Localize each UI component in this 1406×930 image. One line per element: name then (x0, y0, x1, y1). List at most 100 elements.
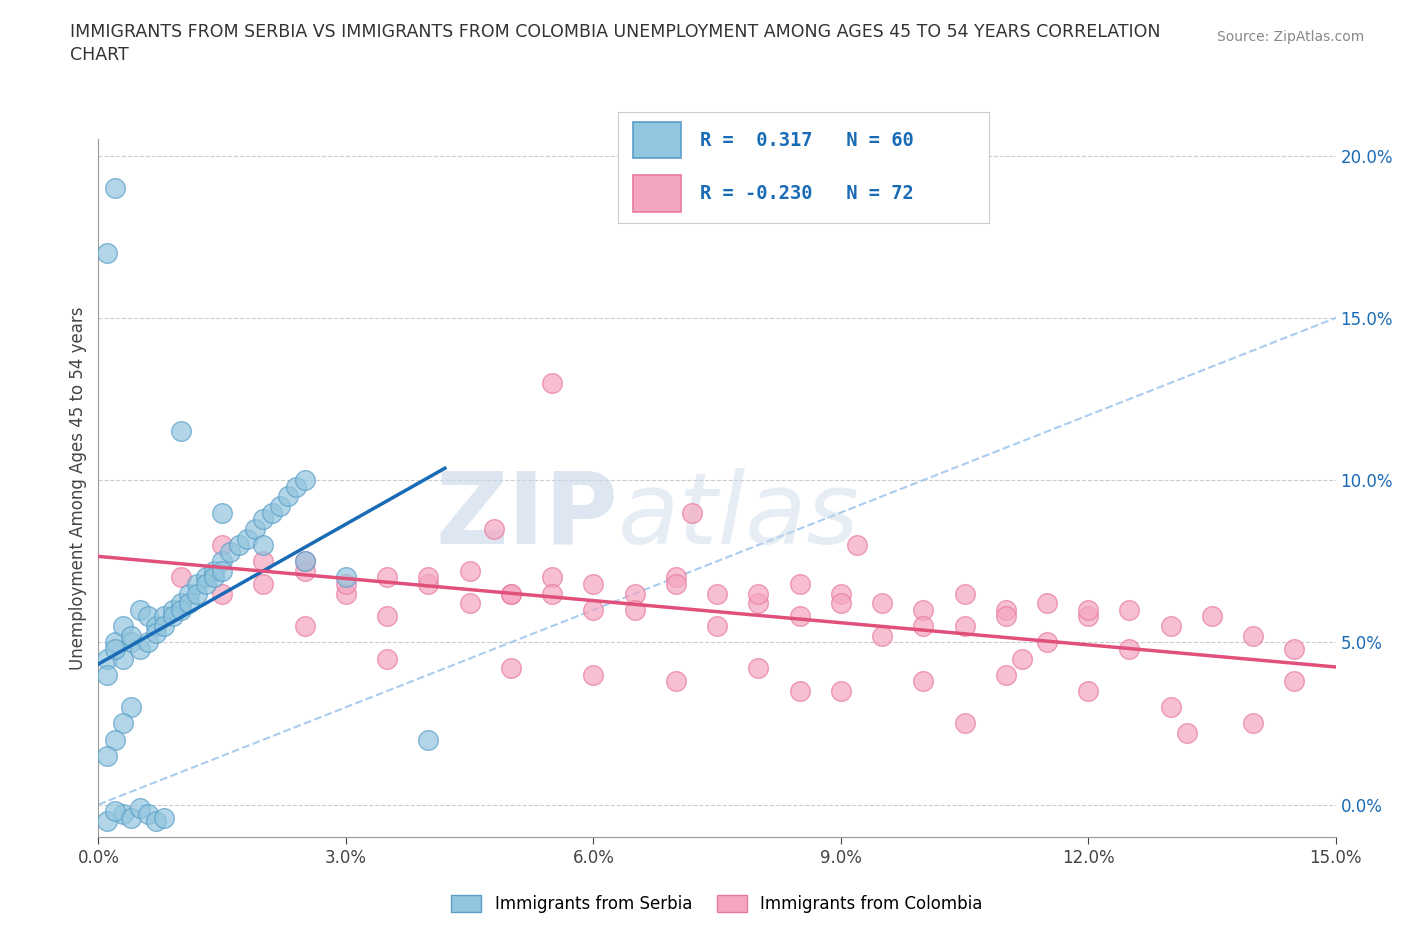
Point (912, 618, 935, 633)
Point (219, 544, 242, 559)
Point (1284, 674, 1306, 689)
Point (335, 577, 357, 591)
Point (96, 814, 118, 829)
Point (294, 564, 316, 578)
Point (136, 609, 159, 624)
Point (706, 618, 728, 633)
Point (912, 603, 935, 618)
Point (170, 570, 193, 585)
Point (260, 505, 283, 520)
Point (294, 618, 316, 633)
Point (747, 661, 769, 676)
Point (194, 570, 217, 585)
Point (162, 609, 184, 624)
Point (170, 603, 193, 618)
Point (1011, 651, 1033, 666)
Point (870, 629, 893, 644)
Point (1241, 716, 1264, 731)
Point (211, 505, 233, 520)
Text: Source: ZipAtlas.com: Source: ZipAtlas.com (1216, 30, 1364, 44)
Point (789, 577, 811, 591)
Point (499, 586, 522, 601)
Point (665, 570, 688, 585)
Point (96, 651, 118, 666)
Point (104, 635, 127, 650)
Point (375, 570, 398, 585)
Point (145, 625, 167, 640)
Point (458, 564, 481, 578)
Point (484, 522, 506, 537)
Point (541, 376, 564, 391)
Point (153, 609, 176, 624)
Point (846, 538, 869, 552)
Point (112, 651, 135, 666)
Point (1077, 609, 1099, 624)
Point (994, 603, 1017, 618)
Point (112, 618, 135, 633)
Point (120, 635, 142, 650)
Point (1160, 699, 1182, 714)
Point (252, 553, 274, 568)
Point (236, 531, 259, 546)
Point (1160, 618, 1182, 633)
Point (211, 553, 233, 568)
Point (104, 732, 127, 747)
Point (499, 586, 522, 601)
Point (136, 635, 159, 650)
Point (830, 684, 852, 698)
Point (285, 479, 308, 494)
Point (747, 596, 769, 611)
Text: ZIP: ZIP (436, 468, 619, 565)
Point (1201, 609, 1223, 624)
Point (789, 684, 811, 698)
Legend: Immigrants from Serbia, Immigrants from Colombia: Immigrants from Serbia, Immigrants from … (444, 888, 990, 920)
Point (1241, 629, 1264, 644)
Point (582, 668, 605, 683)
Point (789, 609, 811, 624)
Point (1118, 603, 1140, 618)
Y-axis label: Unemployment Among Ages 45 to 54 years: Unemployment Among Ages 45 to 54 years (69, 307, 87, 670)
Point (120, 810, 142, 825)
Point (418, 570, 440, 585)
Point (153, 618, 176, 633)
Point (1284, 642, 1306, 657)
Point (269, 498, 291, 513)
Point (1118, 642, 1140, 657)
Point (112, 716, 135, 731)
Point (582, 603, 605, 618)
Point (623, 603, 645, 618)
Point (153, 810, 176, 825)
Point (128, 642, 150, 657)
Point (1077, 684, 1099, 698)
Point (747, 586, 769, 601)
Point (277, 489, 299, 504)
Point (418, 732, 440, 747)
Point (120, 699, 142, 714)
Point (96, 246, 118, 260)
Point (458, 596, 481, 611)
Text: atlas: atlas (619, 468, 859, 565)
Point (994, 609, 1017, 624)
Point (665, 577, 688, 591)
Point (136, 807, 159, 822)
Point (120, 629, 142, 644)
Point (953, 586, 976, 601)
Point (211, 564, 233, 578)
Point (294, 472, 316, 487)
Point (1036, 635, 1059, 650)
Point (623, 586, 645, 601)
Point (335, 570, 357, 585)
Point (194, 577, 217, 591)
Point (128, 603, 150, 618)
Point (953, 618, 976, 633)
Point (706, 586, 728, 601)
Point (252, 577, 274, 591)
Point (912, 674, 935, 689)
Point (162, 603, 184, 618)
Point (179, 596, 201, 611)
Point (870, 596, 893, 611)
Point (186, 586, 208, 601)
Point (1036, 596, 1059, 611)
Point (96, 668, 118, 683)
Point (145, 618, 167, 633)
